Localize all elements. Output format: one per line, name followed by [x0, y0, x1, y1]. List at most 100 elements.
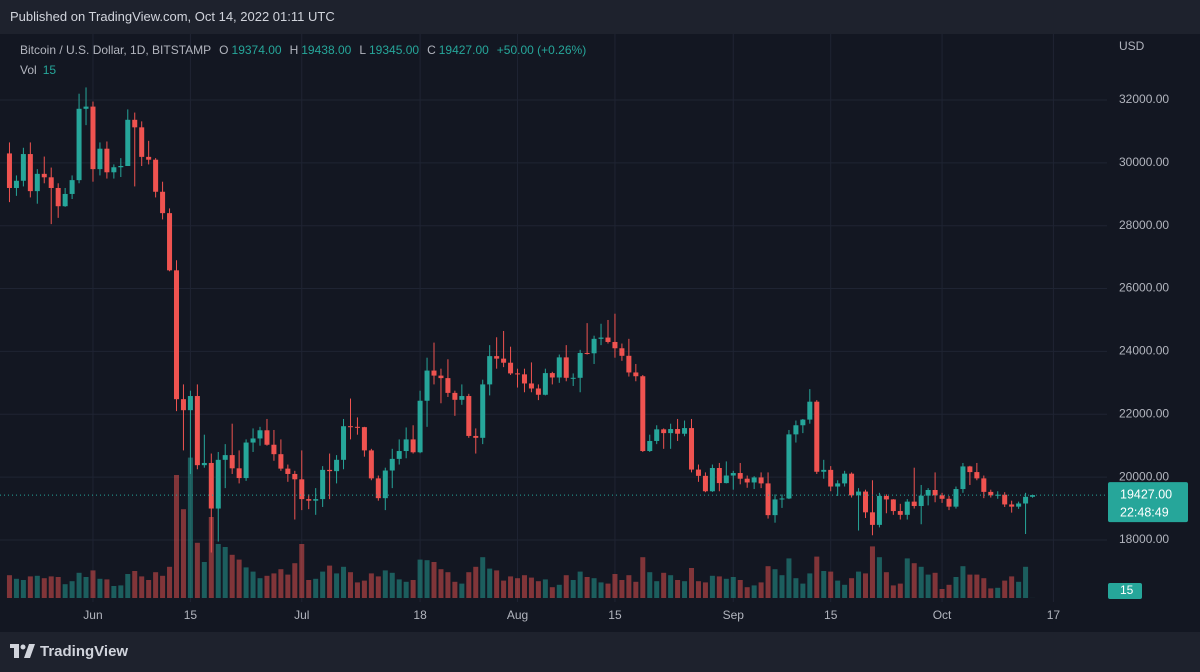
candle-body: [598, 337, 604, 339]
volume-bar: [967, 574, 973, 598]
brand-logo: [10, 644, 35, 658]
x-tick-label: 15: [184, 608, 198, 622]
volume-bar: [431, 562, 437, 598]
volume-bar: [424, 560, 430, 598]
volume-badge: [1108, 583, 1142, 599]
candle-body: [320, 469, 326, 500]
candle-body: [556, 357, 562, 378]
volume-bar: [535, 581, 541, 598]
brand-name: TradingView: [40, 643, 129, 660]
volume-bar: [542, 579, 548, 598]
candle-body: [278, 454, 284, 469]
candle-body: [347, 426, 353, 428]
volume-bar: [1016, 581, 1022, 598]
candle-body: [69, 180, 75, 194]
candle-body: [90, 106, 96, 170]
volume-bar: [187, 457, 193, 598]
candle-body: [208, 462, 214, 509]
candle-body: [1009, 504, 1015, 507]
candle-body: [111, 167, 117, 173]
x-tick-label: Sep: [723, 608, 745, 622]
volume-bar: [271, 573, 277, 598]
candle-body: [751, 477, 757, 483]
candle-body: [459, 396, 465, 400]
candle-body: [354, 426, 360, 428]
candle-body: [215, 459, 221, 509]
candle-body: [800, 419, 806, 426]
candle-body: [139, 127, 145, 157]
volume-bar: [201, 562, 207, 598]
candle-body: [334, 459, 340, 472]
volume-bar: [521, 575, 527, 598]
y-tick-label: 22000.00: [1119, 406, 1169, 420]
volume-bar: [410, 580, 416, 598]
candle-body: [772, 499, 778, 516]
volume-bar: [883, 572, 889, 598]
candle-body: [619, 348, 625, 356]
volume-bar: [946, 584, 952, 598]
volume-bar: [153, 572, 159, 598]
candle-body: [250, 438, 256, 443]
candle-body: [285, 468, 291, 474]
candle-body: [849, 473, 855, 496]
candle-body: [640, 376, 646, 452]
candle-body: [668, 429, 674, 434]
candle-body: [521, 374, 527, 384]
candle-body: [654, 429, 660, 441]
candle-body: [779, 498, 785, 500]
candle-body: [341, 426, 347, 460]
candle-body: [62, 193, 68, 207]
candle-body: [1002, 494, 1008, 505]
volume-bar: [626, 575, 632, 598]
volume-bar: [932, 572, 938, 598]
candle-body: [306, 499, 312, 501]
volume-bar: [856, 571, 862, 598]
last-price-badge: [1108, 482, 1188, 523]
volume-bar: [807, 573, 813, 598]
footer-bar: TradingView: [0, 632, 1200, 672]
candle-body: [967, 466, 973, 473]
volume-bar: [243, 567, 249, 598]
volume-bar: [48, 576, 54, 598]
volume-bar: [313, 578, 319, 598]
ohlc-label: L: [359, 43, 366, 57]
candle-body: [487, 356, 493, 385]
candle-body: [424, 370, 430, 401]
candle-body: [883, 495, 889, 500]
volume-bar: [974, 574, 980, 598]
volume-badge-label: 15: [1120, 583, 1134, 597]
candle-body: [466, 396, 472, 436]
candle-body: [313, 499, 319, 501]
published-bar: Published on TradingView.com, Oct 14, 20…: [0, 0, 1200, 34]
candle-body: [6, 153, 12, 188]
volume-bar: [327, 565, 333, 598]
candle-body: [132, 119, 138, 128]
volume-bar: [299, 544, 305, 598]
volume-bar: [911, 563, 917, 598]
volume-bar: [904, 558, 910, 598]
candle-body: [480, 384, 486, 438]
candle-body: [327, 469, 333, 472]
y-tick-label: 20000.00: [1119, 469, 1169, 483]
volume-bar: [69, 581, 75, 598]
volume-bar: [62, 584, 68, 598]
volume-bar: [730, 577, 736, 598]
candle-body: [988, 491, 994, 496]
x-tick-label: 15: [608, 608, 622, 622]
volume-bar: [682, 581, 688, 598]
volume-bar: [438, 569, 444, 598]
volume-bar: [549, 587, 555, 598]
volume-bar: [570, 580, 576, 598]
candle-body: [549, 373, 555, 378]
volume-bar: [396, 579, 402, 598]
volume-value: 15: [42, 63, 57, 77]
candle-body: [173, 270, 180, 400]
ohlc-label: C: [427, 43, 436, 57]
volume-bar: [118, 585, 124, 598]
candle-body: [1030, 495, 1036, 497]
candle-body: [869, 512, 875, 525]
candle-body: [13, 180, 19, 188]
candle-body: [48, 177, 54, 188]
candle-body: [438, 375, 444, 379]
